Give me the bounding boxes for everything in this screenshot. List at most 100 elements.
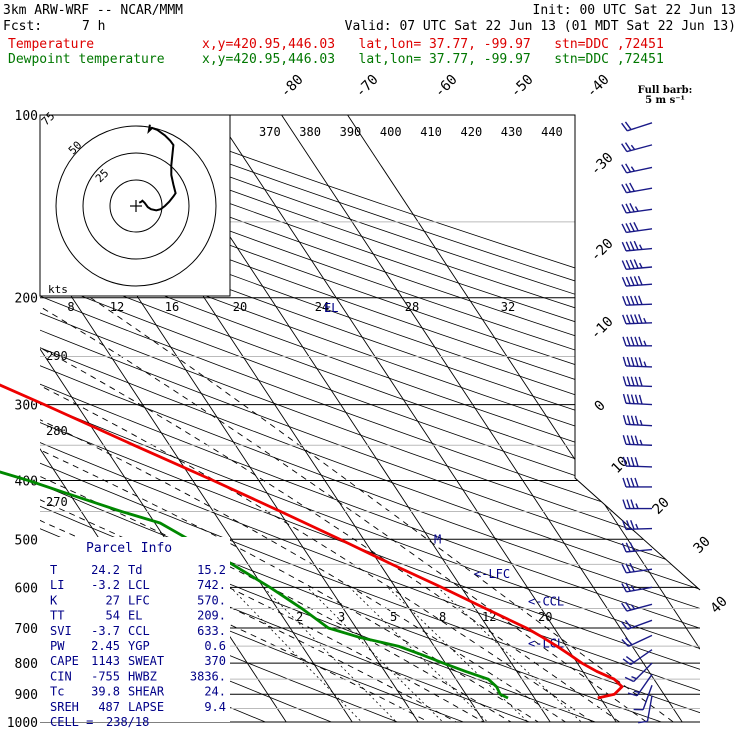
wind-barb-flag	[621, 563, 627, 574]
wind-barb	[621, 562, 653, 574]
wind-barb-flag	[630, 394, 635, 404]
wind-barb-staff	[646, 695, 653, 722]
pressure-label: 900	[15, 688, 38, 703]
wind-barb-flag	[625, 241, 631, 251]
parcel-field-label: LCL	[128, 578, 150, 592]
wind-barb	[622, 295, 653, 306]
mixing-ratio-label: 8	[439, 610, 446, 624]
parcel-field-value: 2.45	[91, 639, 120, 653]
parcel-field-label: LFC	[128, 593, 150, 607]
wind-barb-flag	[634, 394, 639, 405]
dewpoint-profile	[0, 470, 509, 700]
isotherm-label: -20	[588, 236, 617, 265]
isotherm-label: -80	[278, 72, 307, 101]
wind-barb-flag	[625, 203, 631, 213]
dry-adiabat-line	[40, 115, 700, 722]
wind-barb-flag	[638, 314, 643, 324]
wind-barb-flag	[624, 142, 632, 151]
wind-barb-flag	[634, 457, 639, 467]
sounding-profiles: M <-LFC <-CCL <-LCL	[0, 383, 624, 700]
mixing-ratio-label: 2	[296, 610, 303, 624]
parcel-field-value: 39.8	[91, 685, 120, 699]
wind-barb	[622, 477, 652, 488]
parcel-field-label: Td	[128, 563, 142, 577]
wind-barb-staff	[626, 568, 653, 574]
dry-adiabat-line	[40, 115, 700, 722]
isotherm-line	[281, 115, 692, 722]
wind-barb-flag	[625, 563, 631, 573]
wind-barb	[621, 275, 653, 287]
wind-barb-flag	[625, 259, 631, 270]
wind-barb-flag	[622, 336, 627, 347]
wind-barb-staff	[626, 266, 653, 270]
wind-barb-staff	[626, 603, 653, 612]
isotherm-line	[215, 115, 626, 722]
isotherm-line	[347, 115, 700, 722]
wind-barb-flag	[622, 520, 627, 530]
temperature-legend-label: Temperature	[8, 37, 94, 52]
wind-barbs	[621, 121, 653, 724]
wind-barb-flag	[630, 435, 635, 445]
wind-barb-flag	[626, 314, 631, 324]
wind-barb-flag	[622, 356, 627, 367]
wind-barb	[621, 240, 653, 252]
wind-barb	[621, 601, 653, 612]
theta-side-label: 290	[46, 349, 68, 363]
wind-barb-staff	[626, 548, 653, 553]
parcel-field-value: 24.2	[91, 563, 120, 577]
wind-barb-flag	[629, 562, 635, 572]
wind-barb	[621, 163, 653, 174]
wind-barb-flag	[629, 241, 635, 251]
el-marker-label: EL	[324, 301, 338, 315]
pressure-label: 600	[15, 581, 38, 596]
wind-barb-flag	[634, 336, 639, 347]
dewpoint-legend-location: x,y=420.95,446.03 lat,lon= 37.77, -99.97…	[202, 52, 664, 67]
wind-barb-flag	[626, 520, 631, 530]
hodograph-ring	[82, 152, 190, 260]
theta-label: 410	[420, 125, 442, 139]
mixing-ratio-line	[437, 587, 596, 722]
wind-barb-flag	[627, 692, 638, 697]
wind-barb-flag	[626, 356, 631, 367]
wind-barb	[622, 336, 652, 347]
parcel-field-value: -3.2	[91, 578, 120, 592]
wind-barb-flag	[622, 296, 627, 306]
wind-barb	[621, 619, 653, 630]
wind-barb-flag	[622, 376, 627, 386]
wind-barb-flag	[622, 658, 632, 666]
isotherm-label: -50	[508, 72, 537, 101]
wind-barb-flag	[634, 357, 639, 367]
wind-barb	[622, 499, 652, 510]
wind-barb-flag	[621, 204, 627, 214]
wind-barb-staff	[626, 283, 653, 287]
parcel-box-bg	[40, 537, 230, 722]
wind-barb-flag	[626, 499, 631, 509]
wind-barb-flag	[634, 435, 639, 445]
parcel-field-label: T	[50, 563, 57, 577]
parcel-field-label: Tc	[50, 685, 64, 699]
parcel-field-value: -755	[91, 669, 120, 683]
wind-barb-flag	[621, 164, 628, 174]
dry-adiabat-line	[40, 115, 700, 722]
wind-barb-flag	[630, 457, 635, 467]
dry-adiabat-line	[40, 115, 700, 722]
parcel-field-value: 15.2	[197, 563, 226, 577]
hodograph-speed-tick: 16	[165, 300, 179, 314]
theta-label: 430	[501, 125, 523, 139]
wind-barb-flag	[633, 221, 639, 232]
parcel-field-value: 1143	[91, 654, 120, 668]
wind-barb-flag	[624, 121, 632, 131]
wind-barb-flag	[630, 477, 635, 488]
wind-barb-flag	[633, 276, 639, 286]
wind-barb-staff	[625, 384, 653, 388]
header: 3km ARW-WRF -- NCAR/MMM Init: 00 UTC Sat…	[3, 3, 736, 67]
wind-barb-staff	[642, 685, 653, 710]
wind-barb	[621, 182, 653, 194]
isotherm-line	[40, 115, 362, 722]
dry-adiabat-line	[40, 115, 700, 722]
parcel-field-label: EL	[128, 609, 142, 623]
isotherm-label: 20	[650, 495, 673, 518]
wind-barb-staff	[625, 443, 653, 446]
wind-barb-flag	[630, 356, 635, 367]
wind-barb-flag	[634, 314, 639, 324]
